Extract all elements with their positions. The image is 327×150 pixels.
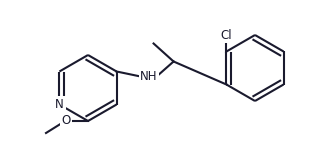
Text: N: N [55,98,64,111]
Text: NH: NH [140,70,157,83]
Text: O: O [61,114,71,128]
Text: Cl: Cl [221,29,232,42]
